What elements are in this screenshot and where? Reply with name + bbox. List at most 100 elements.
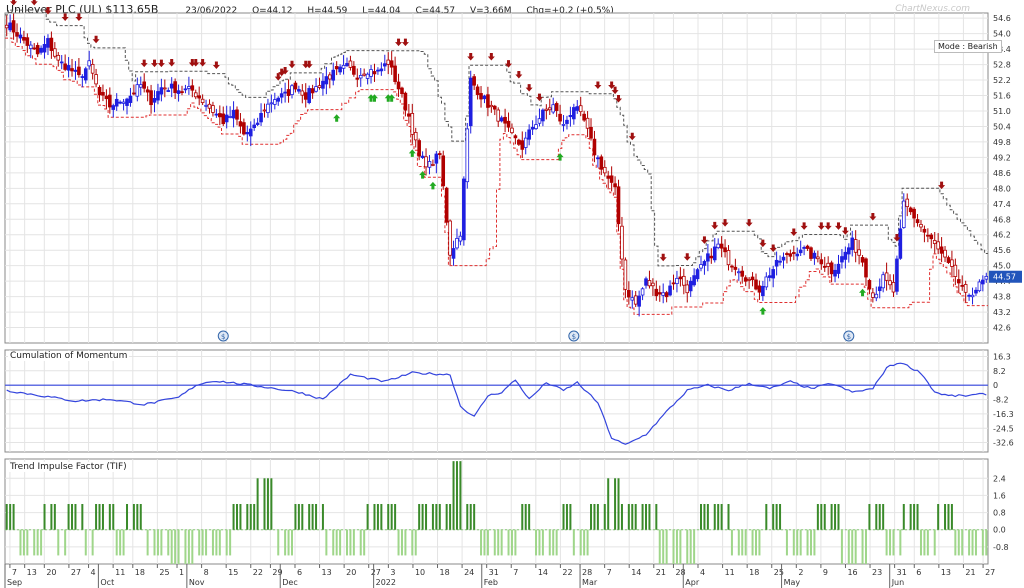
candle-body: [719, 243, 724, 249]
candle-body: [857, 249, 861, 256]
candle-body: [891, 282, 896, 293]
tif-bar: [645, 504, 648, 530]
x-day-label: 2: [798, 568, 803, 577]
tif-bar: [885, 529, 888, 556]
candle-body: [609, 175, 614, 183]
candle-body: [338, 66, 342, 73]
y-tick-label: 47.4: [993, 200, 1011, 209]
x-day-label: 18: [749, 568, 759, 577]
y-tick-label: 54.6: [993, 14, 1011, 23]
candle-body: [853, 239, 858, 253]
candle-body: [283, 91, 287, 94]
candle-body: [901, 200, 906, 228]
candle-body: [613, 183, 617, 188]
dividend-event-glyph: $: [572, 333, 576, 341]
candle-body: [35, 45, 40, 55]
candle-body: [468, 77, 473, 127]
tif-panel-title: Trend Impulse Factor (TIF): [8, 462, 129, 472]
tif-bar: [785, 529, 788, 556]
sell-arrow-icon: [711, 221, 719, 230]
candle-body: [331, 69, 336, 81]
sell-arrow-icon: [938, 181, 946, 190]
candle-body: [132, 92, 136, 95]
tif-bar: [889, 529, 892, 556]
tif-bar: [345, 529, 348, 556]
candle-body: [915, 219, 920, 224]
buy-arrow-icon: [419, 171, 427, 179]
close-value: C=44.57: [415, 6, 456, 16]
candle-body: [486, 94, 490, 108]
candle-body: [592, 138, 597, 156]
sell-arrow-icon: [700, 236, 708, 244]
sell-arrow-icon: [401, 38, 409, 47]
tif-bar: [146, 529, 149, 556]
candle-body: [692, 275, 696, 286]
candle-body: [977, 281, 982, 292]
sell-arrow-icon: [841, 227, 849, 235]
tif-bar: [507, 529, 510, 556]
y-tick-label: 48.6: [993, 169, 1011, 178]
candle-body: [166, 90, 171, 92]
tif-bar: [868, 504, 871, 530]
candle-body: [675, 277, 679, 284]
candle-body: [802, 247, 806, 249]
buy-arrow-icon: [384, 94, 392, 102]
candle-body: [967, 294, 971, 297]
candle-body: [290, 85, 294, 95]
sell-arrow-icon: [769, 244, 777, 252]
x-day-label: 3: [390, 568, 395, 577]
sell-arrow-icon: [188, 59, 196, 67]
candle-body: [606, 175, 611, 179]
candle-body: [953, 264, 958, 277]
candle-body: [884, 272, 889, 281]
candle-body: [193, 92, 198, 98]
tif-bar: [830, 504, 833, 530]
candle-body: [156, 91, 160, 101]
candle-body: [462, 178, 466, 241]
candle-body: [11, 20, 16, 33]
candle-body: [963, 284, 968, 293]
tif-bar: [875, 504, 878, 530]
candle-body: [829, 262, 834, 275]
tif-bar: [950, 504, 953, 530]
tif-bar: [851, 529, 854, 564]
candle-body: [520, 140, 525, 150]
tif-bar: [968, 529, 971, 556]
tif-bar: [483, 529, 486, 556]
candle-body: [706, 253, 710, 262]
y-tick-label: -32.6: [993, 439, 1014, 448]
tif-bar: [359, 529, 362, 556]
x-day-label: 15: [228, 568, 238, 577]
candle-body: [307, 88, 311, 104]
candle-body: [49, 37, 54, 51]
candle-body: [142, 81, 147, 89]
candle-body: [83, 68, 88, 81]
sell-arrow-icon: [10, 0, 18, 6]
tif-bar: [287, 529, 290, 556]
y-tick-label: 43.8: [993, 293, 1011, 302]
candle-body: [846, 247, 851, 255]
tif-bar: [136, 504, 139, 530]
candle-body: [479, 93, 483, 100]
candle-body: [513, 135, 518, 139]
candle-body: [737, 271, 741, 274]
tif-bar: [380, 504, 383, 530]
tif-bar: [297, 504, 300, 530]
tif-bar: [703, 504, 706, 530]
tif-bar: [751, 529, 754, 556]
candle-body: [273, 99, 277, 105]
candle-body: [420, 155, 425, 158]
candle-body: [816, 256, 820, 260]
y-tick-label: 51.6: [993, 92, 1011, 101]
candle-body: [750, 276, 755, 281]
candle-body: [819, 259, 824, 265]
candle-body: [176, 90, 181, 94]
candle-body: [334, 66, 339, 70]
tif-bar: [713, 504, 716, 530]
candle-body: [950, 259, 954, 267]
tif-bar: [775, 504, 778, 530]
candle-body: [214, 113, 219, 116]
candle-body: [310, 88, 315, 94]
tif-bar: [115, 529, 118, 556]
